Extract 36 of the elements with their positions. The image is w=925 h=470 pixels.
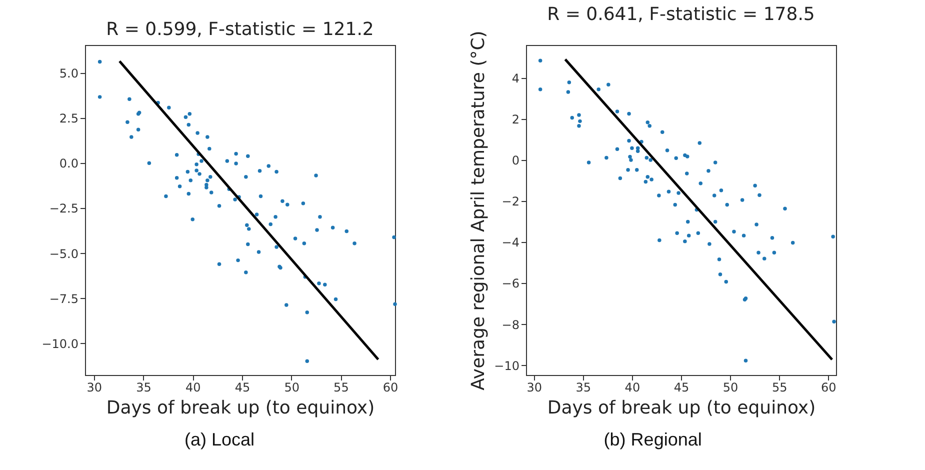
x-tick-label: 50: [284, 380, 300, 394]
y-tick-label: −10.0: [42, 336, 78, 351]
x-tick-label: 35: [576, 380, 592, 394]
x-tick-label: 55: [772, 380, 788, 394]
x-axis-title: Days of break up (to equinox): [547, 398, 816, 418]
y-tick-label: −4: [502, 236, 520, 250]
y-tick-label: −10: [494, 358, 520, 373]
x-tick-label: 45: [674, 380, 690, 394]
x-tick-label: 50: [722, 380, 738, 394]
x-tick-label: 55: [334, 380, 349, 394]
x-tick-label: 35: [136, 380, 152, 394]
chart-title: R = 0.599, F-statistic = 121.2: [106, 19, 374, 40]
x-tick-label: 60: [821, 380, 836, 394]
y-tick-label: 5.0: [59, 66, 78, 80]
x-axis-title: Days of break up (to equinox): [106, 398, 375, 418]
x-tick-label: 30: [526, 380, 542, 394]
y-tick-label: 4: [512, 71, 520, 86]
y-tick-label: 0: [512, 153, 520, 168]
y-axis-title: Average regional April temperature (°C): [468, 30, 490, 390]
y-tick-label: −6: [502, 276, 520, 291]
y-tick-label: 2.5: [59, 112, 78, 126]
text: (b) Regional: [604, 430, 702, 450]
y-tick-label: −2: [502, 194, 520, 209]
text: (a) Local: [184, 430, 254, 450]
y-tick-label: −2.5: [49, 202, 78, 216]
x-tick-label: 40: [185, 380, 201, 394]
chart-title: R = 0.641, F-statistic = 178.5: [547, 4, 815, 26]
x-tick-label: 60: [382, 380, 398, 394]
y-tick-label: 2: [512, 112, 520, 126]
y-tick-label: −8: [502, 318, 520, 332]
y-tick-label: 0.0: [59, 156, 78, 171]
y-tick-label: −5.0: [49, 246, 78, 261]
x-tick-label: 30: [86, 380, 102, 394]
x-tick-label: 45: [234, 380, 250, 394]
y-tick-label: −7.5: [49, 292, 78, 306]
x-tick-label: 40: [624, 380, 640, 394]
